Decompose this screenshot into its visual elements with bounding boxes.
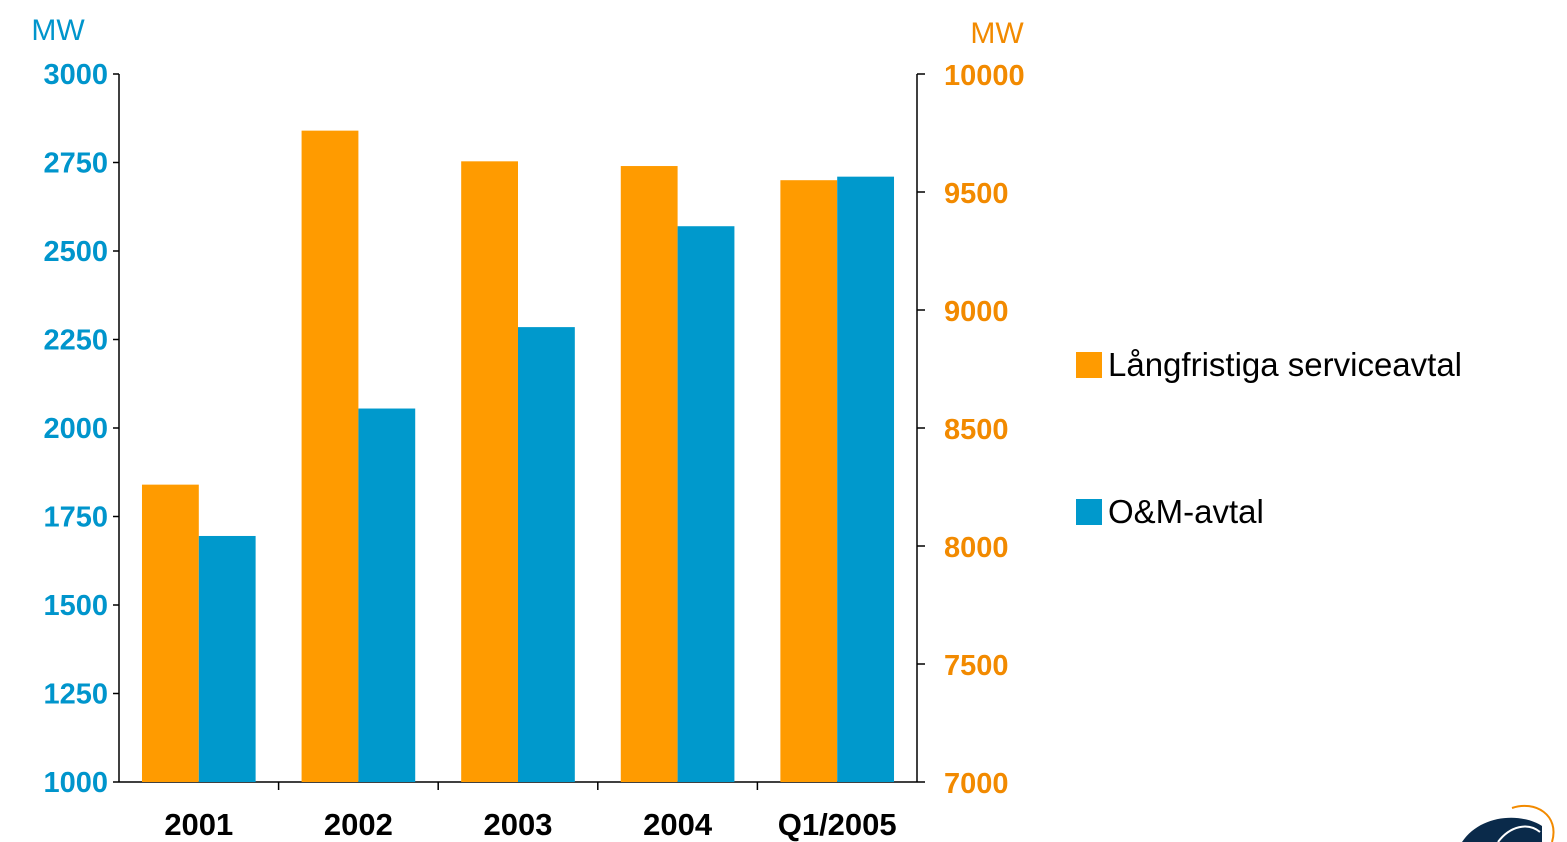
bar-longterm: [620, 166, 678, 783]
company-logo: [1462, 804, 1555, 842]
category-label: 2002: [324, 807, 393, 842]
bar-om: [837, 176, 895, 782]
right-tick-label: 9000: [944, 296, 1009, 328]
category-label: 2001: [164, 807, 233, 842]
legend-label-om: O&M-avtal: [1108, 493, 1264, 530]
left-tick-label: 1750: [43, 502, 108, 534]
category-label: 2004: [643, 807, 713, 842]
right-tick-label: 10000: [944, 60, 1025, 92]
bar-om: [677, 226, 735, 783]
legend-swatch-om: [1076, 499, 1102, 525]
bar-om: [358, 408, 416, 782]
bar-longterm: [461, 161, 518, 782]
right-tick-label: 8000: [944, 532, 1009, 564]
legend-item-longterm: Långfristiga serviceavtal: [1076, 346, 1462, 384]
right-tick-label: 9500: [944, 178, 1009, 210]
left-tick-label: 2500: [43, 236, 108, 268]
right-tick-label: 7500: [944, 650, 1009, 682]
bar-longterm: [780, 180, 838, 782]
left-tick-label: 2000: [43, 413, 108, 445]
bar-om: [198, 535, 256, 782]
left-tick-label: 2750: [43, 148, 108, 180]
bar-om: [518, 327, 575, 782]
category-label: 2003: [484, 807, 553, 842]
right-axis-unit: MW: [970, 17, 1024, 50]
category-label: Q1/2005: [778, 807, 897, 842]
left-tick-label: 1250: [43, 679, 108, 711]
left-tick-label: 1000: [43, 767, 108, 799]
left-axis-unit: MW: [31, 14, 85, 47]
legend-label-longterm: Långfristiga serviceavtal: [1108, 346, 1463, 383]
left-tick-label: 1500: [43, 590, 108, 622]
right-tick-label: 7000: [944, 768, 1009, 800]
bar-longterm: [301, 130, 359, 782]
bar-longterm: [141, 484, 199, 782]
legend-swatch-longterm: [1076, 352, 1102, 378]
left-tick-label: 2250: [43, 325, 108, 357]
right-tick-label: 8500: [944, 414, 1009, 446]
legend-item-om: O&M-avtal: [1076, 493, 1264, 531]
left-tick-label: 3000: [43, 59, 108, 91]
